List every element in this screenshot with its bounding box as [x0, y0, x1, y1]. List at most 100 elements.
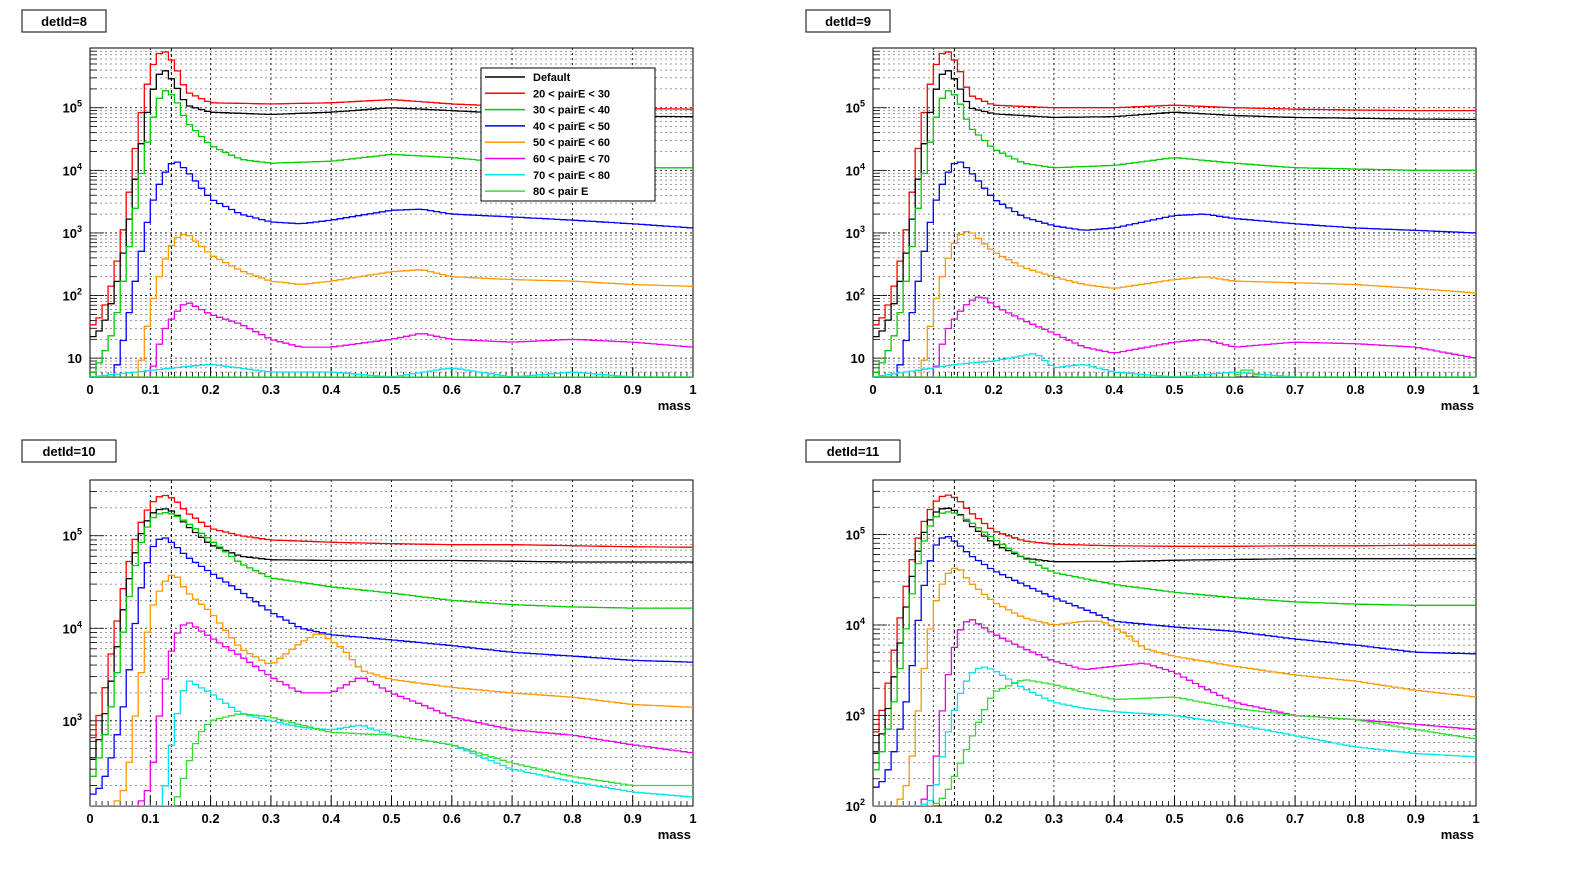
series-line — [90, 512, 693, 777]
x-tick-label: 0 — [869, 382, 876, 397]
y-tick-label: 104 — [846, 161, 865, 178]
x-tick-label: 0.3 — [262, 382, 280, 397]
series-line — [873, 51, 1476, 326]
x-tick-label: 0.2 — [985, 382, 1003, 397]
chart-panel-detId-10: detId=10 0 0.1 0.2 0.3 0.4 0.5 0.6 0.7 0.8 0.9 1 103… — [21, 439, 697, 842]
series-line — [873, 494, 1476, 733]
x-tick-label: 1 — [1472, 382, 1479, 397]
series-line — [90, 161, 693, 377]
legend: Default 20 < pairE < 30 30 < pairE < 40 40 … — [480, 67, 656, 202]
plot-frame — [872, 47, 1477, 378]
x-tick-label: 0.5 — [382, 811, 400, 826]
x-tick-label: 0.4 — [322, 811, 341, 826]
legend-entry: 60 < pairE < 70 — [485, 154, 610, 166]
legend-label: Default — [533, 72, 571, 84]
series-line — [90, 508, 693, 760]
legend-entry: 80 < pair E — [485, 186, 588, 198]
plot-frame — [89, 479, 694, 807]
x-axis-label: mass — [1441, 827, 1474, 842]
x-tick-label: 0.4 — [322, 382, 341, 397]
y-tick-label: 103 — [846, 224, 865, 241]
series-line — [873, 507, 1476, 754]
legend-entry: 40 < pairE < 50 — [485, 121, 610, 133]
series-line — [873, 567, 1476, 806]
x-tick-label: 0.9 — [624, 811, 642, 826]
x-tick-label: 0.5 — [382, 382, 400, 397]
x-tick-label: 0.4 — [1105, 382, 1124, 397]
y-tick-label: 105 — [846, 525, 865, 542]
y-tick-label: 102 — [846, 797, 865, 814]
chart-panel-detId-9: detId=9 0 0.1 0.2 0.3 0.4 0.5 0.6 0.7 0.8 0.9 1 10 10… — [805, 9, 1480, 413]
series-line — [873, 536, 1476, 788]
x-tick-label: 0.6 — [443, 811, 461, 826]
x-axis-label: mass — [658, 827, 691, 842]
series-line — [90, 494, 693, 739]
series-line — [90, 713, 693, 806]
series-line — [873, 619, 1476, 806]
x-tick-label: 0.1 — [141, 811, 159, 826]
panel-title-text: detId=10 — [42, 444, 95, 459]
legend-label: 60 < pairE < 70 — [533, 154, 610, 166]
y-tick-label: 104 — [63, 161, 82, 178]
panel-title-text: detId=11 — [827, 444, 879, 459]
panel-title-text: detId=9 — [825, 14, 871, 29]
x-tick-label: 0.1 — [141, 382, 159, 397]
panel-title: detId=10 — [21, 439, 117, 463]
y-tick-label: 10 — [851, 351, 865, 366]
x-tick-label: 0.2 — [202, 811, 220, 826]
y-tick-label: 104 — [846, 616, 865, 633]
series-line — [873, 679, 1476, 806]
series-line — [90, 302, 693, 377]
legend-entry: Default — [485, 72, 571, 84]
legend-label: 30 < pairE < 40 — [533, 105, 610, 117]
x-tick-label: 0.7 — [1286, 811, 1304, 826]
series-line — [873, 161, 1476, 377]
series-line — [873, 90, 1476, 373]
y-tick-label: 103 — [63, 712, 82, 729]
x-tick-label: 0.3 — [1045, 811, 1063, 826]
panel-title: detId=8 — [21, 9, 107, 33]
legend-entry: 50 < pairE < 60 — [485, 137, 610, 149]
x-tick-label: 0.6 — [1226, 382, 1244, 397]
x-tick-label: 0.8 — [563, 382, 581, 397]
series-line — [90, 574, 693, 806]
x-tick-label: 1 — [689, 811, 696, 826]
series-line — [90, 622, 693, 806]
y-tick-label: 104 — [63, 619, 82, 636]
x-tick-label: 0 — [869, 811, 876, 826]
x-tick-label: 0.8 — [1346, 811, 1364, 826]
series-line — [873, 231, 1476, 377]
legend-entry: 20 < pairE < 30 — [485, 88, 610, 100]
x-tick-label: 0.5 — [1165, 382, 1183, 397]
y-tick-label: 10 — [68, 351, 82, 366]
legend-label: 80 < pair E — [533, 186, 588, 198]
panel-title: detId=9 — [805, 9, 891, 33]
x-tick-label: 0.3 — [262, 811, 280, 826]
x-tick-label: 0 — [86, 382, 93, 397]
x-axis-label: mass — [658, 398, 691, 413]
x-tick-label: 1 — [1472, 811, 1479, 826]
x-tick-label: 0.8 — [1346, 382, 1364, 397]
legend-label: 40 < pairE < 50 — [533, 121, 610, 133]
series-line — [90, 537, 693, 795]
x-tick-label: 0.3 — [1045, 382, 1063, 397]
y-tick-label: 105 — [63, 527, 82, 544]
legend-box — [480, 67, 656, 202]
legend-label: 70 < pairE < 80 — [533, 170, 610, 182]
x-tick-label: 0.2 — [985, 811, 1003, 826]
y-tick-label: 103 — [63, 224, 82, 241]
x-tick-label: 0.9 — [1407, 382, 1425, 397]
chart-panel-detId-11: detId=11 0 0.1 0.2 0.3 0.4 0.5 0.6 0.7 0.8 0.9 1 102… — [805, 439, 1480, 842]
panel-title: detId=11 — [805, 439, 901, 463]
x-tick-label: 0.8 — [563, 811, 581, 826]
x-tick-label: 1 — [689, 382, 696, 397]
series-line — [873, 70, 1476, 338]
x-tick-label: 0.4 — [1105, 811, 1124, 826]
x-tick-label: 0.7 — [503, 382, 521, 397]
series-line — [873, 296, 1476, 377]
x-tick-label: 0.9 — [1407, 811, 1425, 826]
x-axis-label: mass — [1441, 398, 1474, 413]
y-tick-label: 103 — [846, 706, 865, 723]
series-line — [873, 511, 1476, 771]
x-tick-label: 0.5 — [1165, 811, 1183, 826]
